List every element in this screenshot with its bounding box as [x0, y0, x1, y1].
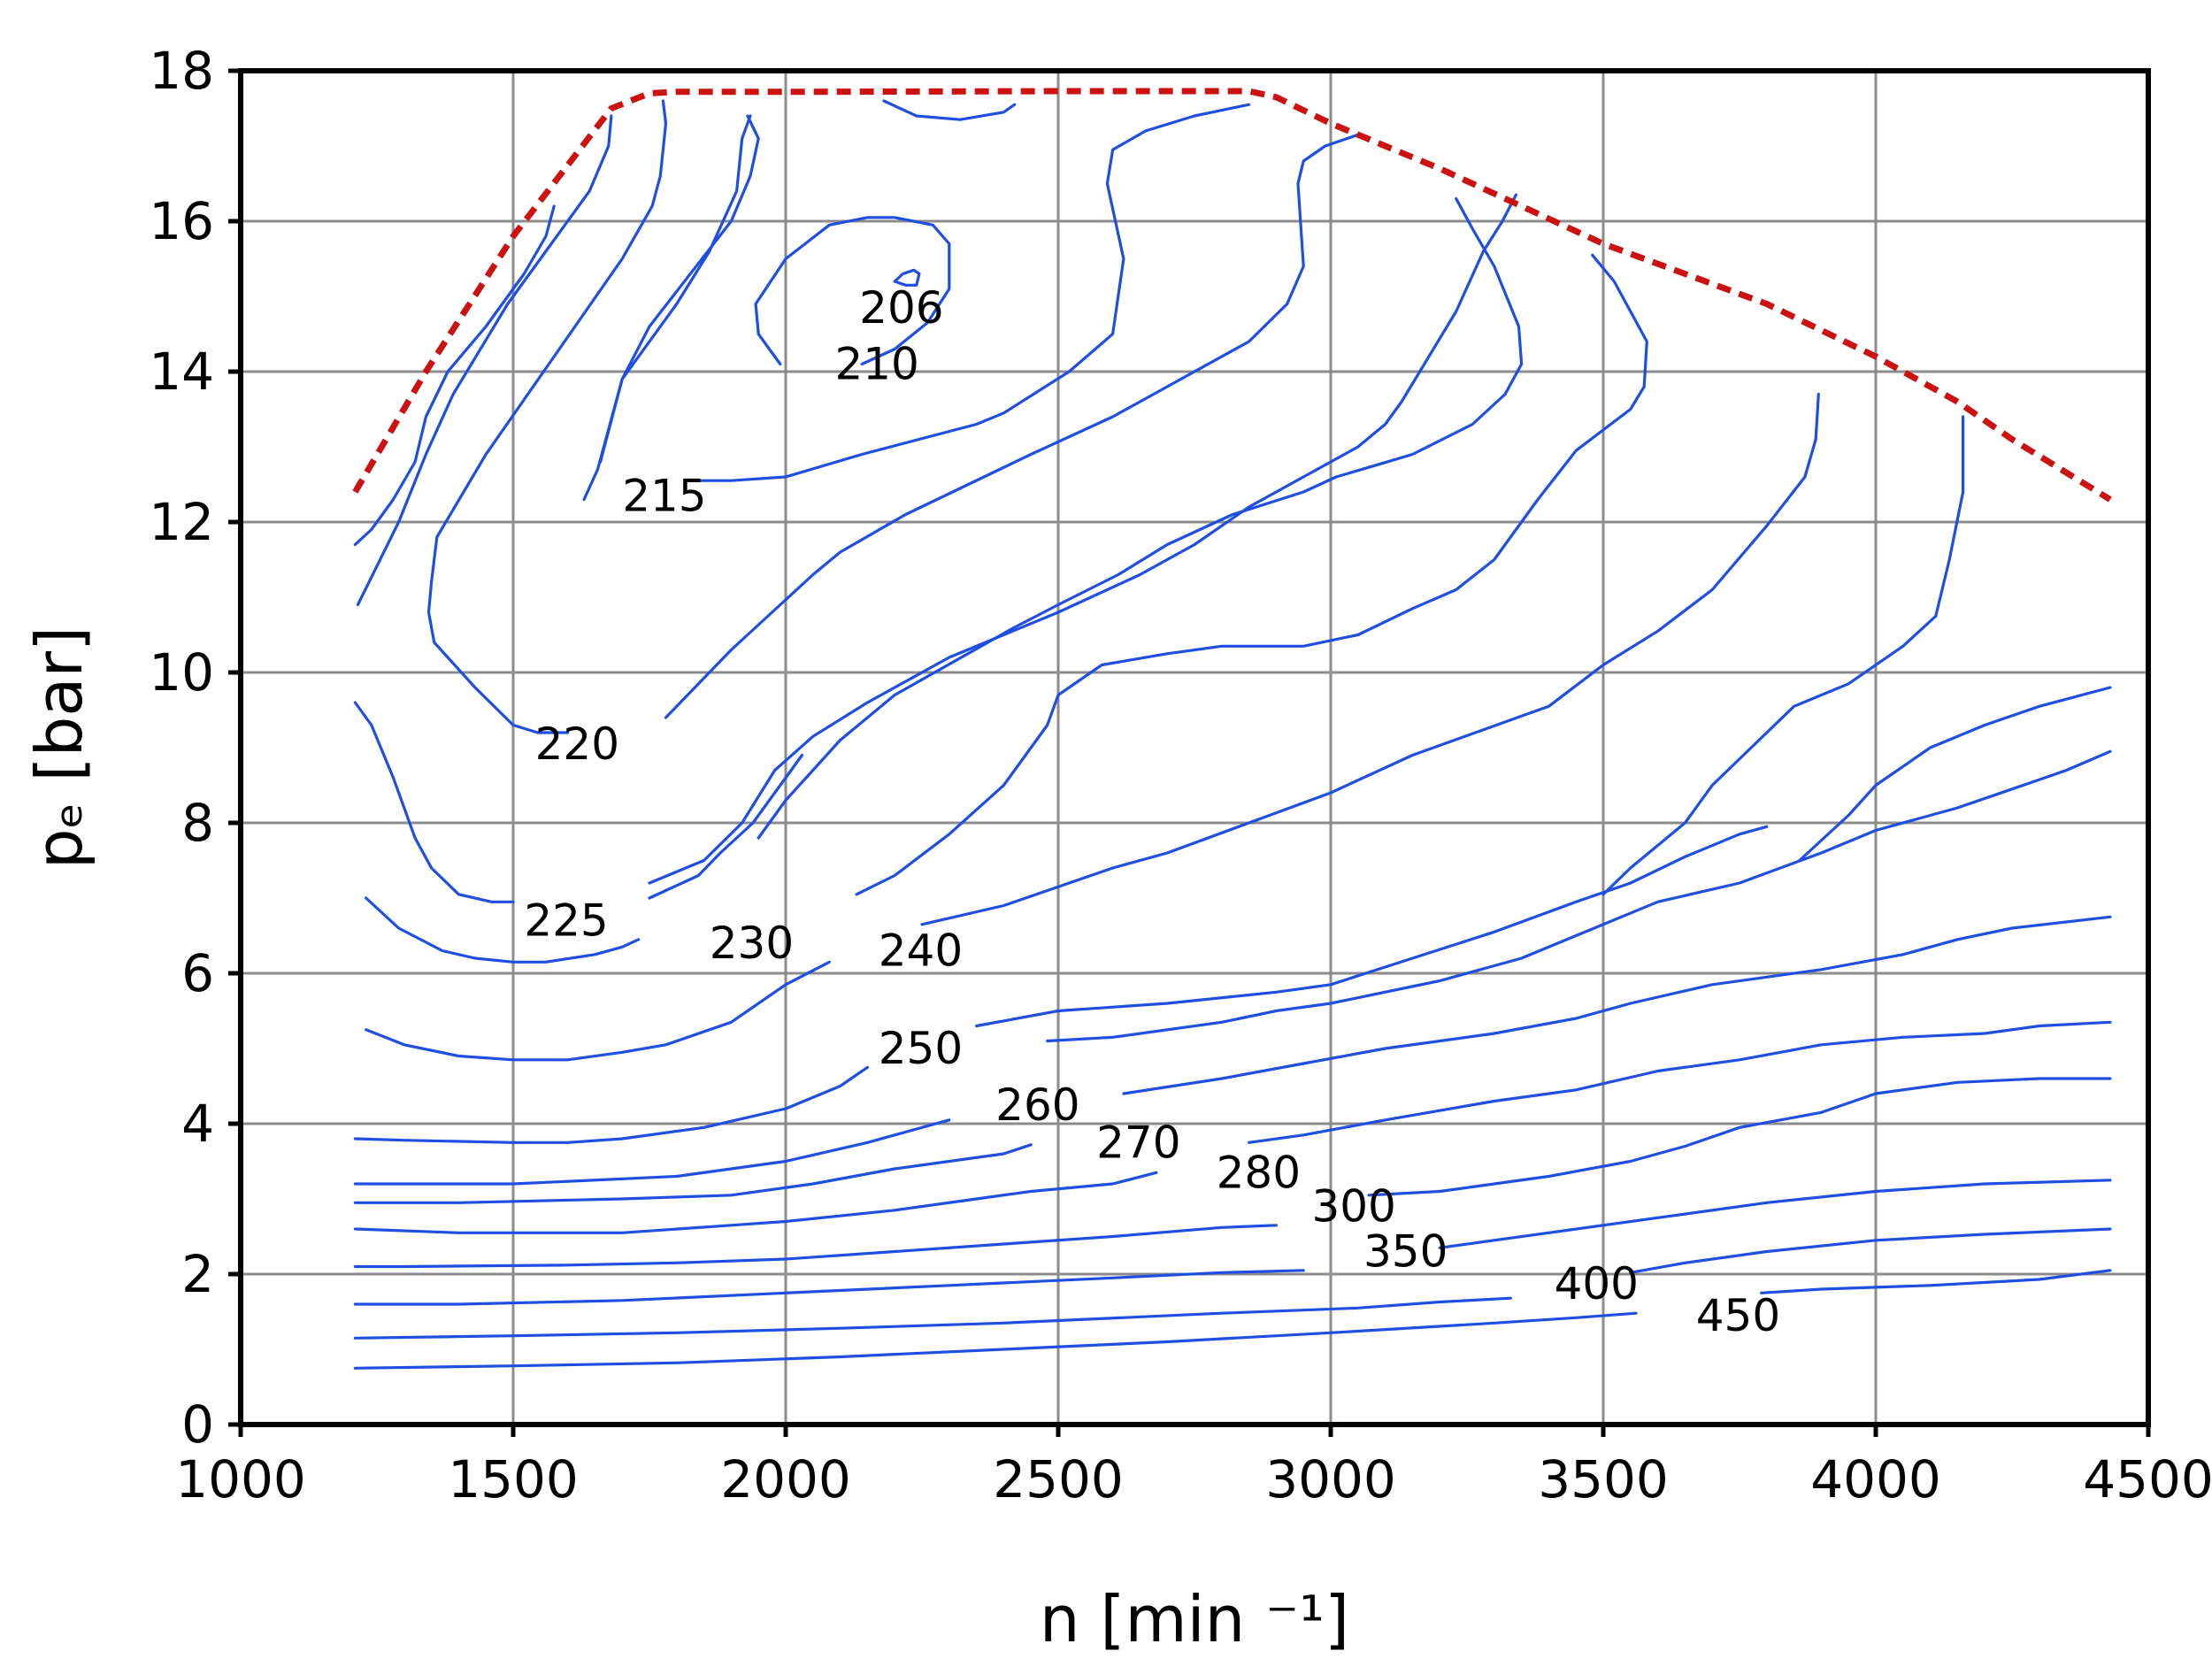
x-tick-label: 2500: [993, 1449, 1124, 1509]
y-tick-label: 8: [181, 793, 214, 853]
x-axis-label: n [min ⁻¹]: [1040, 1582, 1349, 1656]
contour-line-260: [1046, 749, 2112, 1043]
contour-label-240: 240: [879, 926, 963, 977]
full-load-curve: [352, 88, 2112, 503]
contour-line-260: [353, 1118, 951, 1186]
contour-line-220: [353, 204, 556, 547]
contour-line-270: [353, 1143, 1033, 1204]
y-tick-label: 10: [149, 642, 214, 703]
x-tick-label: 3500: [1538, 1449, 1669, 1509]
x-tick-label: 2000: [720, 1449, 851, 1509]
contour-line-250: [1798, 686, 2112, 863]
contour-lines: [353, 99, 2112, 1370]
contour-line-250: [974, 825, 1769, 1028]
y-tick-label: 12: [149, 492, 214, 552]
contour-label-225: 225: [524, 895, 608, 947]
contour-line-400: [1629, 1227, 2112, 1274]
contour-label-250: 250: [879, 1023, 963, 1074]
y-tick-label: 6: [181, 943, 214, 1003]
contour-line-300: [1367, 1077, 2112, 1197]
contour-label-210: 210: [834, 339, 918, 390]
contour-label-450: 450: [1696, 1290, 1780, 1341]
contour-line-230: [648, 193, 1518, 885]
x-tick-label: 4000: [1810, 1449, 1941, 1509]
contour-line-225: [365, 896, 641, 964]
contour-line-450: [353, 1311, 1638, 1370]
plot-frame: [238, 68, 2151, 1427]
contour-line-280: [1247, 1020, 2112, 1144]
contour-label-350: 350: [1363, 1226, 1448, 1278]
contour-line-215: [582, 114, 760, 502]
contour-line-240: [855, 253, 1648, 896]
contour-label-206: 206: [859, 282, 943, 334]
y-tick-label: 16: [149, 191, 214, 251]
contour-line-220: [757, 196, 1524, 840]
contour-label-230: 230: [710, 918, 794, 969]
contour-line-230: [648, 753, 804, 900]
contour-line-240: [1601, 415, 1965, 896]
contour-line-206: [893, 268, 921, 287]
x-tick-label: 3000: [1265, 1449, 1396, 1509]
y-axis-label: pₑ [bar]: [22, 626, 96, 869]
contour-line-280: [353, 1171, 1158, 1234]
y-tick-label: 2: [181, 1244, 214, 1304]
contour-line-215: [688, 103, 1251, 482]
contour-line-450: [1759, 1269, 2112, 1294]
contour-line-220: [664, 133, 1360, 719]
contour-line-350: [1438, 1179, 2112, 1249]
contour-line-215: [598, 114, 752, 464]
contour-label-400: 400: [1555, 1258, 1639, 1310]
contour-label-280: 280: [1217, 1147, 1301, 1198]
contour-line-300: [353, 1224, 1279, 1269]
contour-line-225: [353, 701, 515, 903]
contour-line-240: [920, 392, 1820, 926]
y-tick-label: 14: [149, 342, 214, 402]
grid: [241, 71, 2148, 1425]
contour-label-220: 220: [535, 718, 619, 770]
contour-line-350: [353, 1269, 1305, 1306]
contour-line-220: [356, 114, 613, 607]
y-tick-label: 0: [181, 1394, 214, 1455]
axis-ticks: 1000 1500 2000 2500 3000 3500 4000 4500 0 2 4 6 8 10 1…: [149, 41, 2212, 1509]
contour-line-270: [1122, 915, 2112, 1095]
y-tick-label: 18: [149, 41, 214, 101]
contour-label-300: 300: [1311, 1181, 1395, 1233]
contour-label-260: 260: [995, 1079, 1079, 1131]
x-tick-label: 1000: [175, 1449, 306, 1509]
y-tick-label: 4: [181, 1094, 214, 1154]
contour-line-230: [365, 960, 831, 1062]
x-tick-label: 1500: [448, 1449, 579, 1509]
contour-line-250: [353, 1065, 870, 1144]
x-tick-label: 4500: [2083, 1449, 2212, 1509]
contour-label-270: 270: [1096, 1117, 1180, 1168]
contour-line-210: [754, 216, 951, 366]
contour-line-220: [426, 99, 668, 734]
contour-line-215: [882, 99, 1017, 121]
contour-label-215: 215: [622, 470, 706, 521]
contour-line-400: [353, 1296, 1512, 1340]
full-load-line: [352, 88, 2112, 503]
